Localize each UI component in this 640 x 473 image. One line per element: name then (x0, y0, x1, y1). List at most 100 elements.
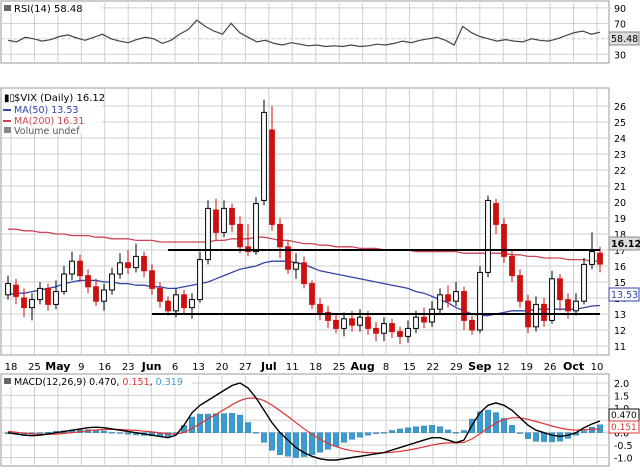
macd-histogram-bar (236, 414, 243, 433)
macd-title-macd: 0.470 (89, 377, 116, 388)
candle-body (181, 294, 187, 309)
price-tick-label: 23 (614, 150, 626, 161)
candle-body (317, 303, 323, 313)
macd-histogram-bar (244, 422, 251, 433)
candle-body (421, 316, 427, 323)
macd-histogram-bar (220, 413, 227, 433)
macd-histogram-bar (477, 411, 484, 433)
candle-body (301, 262, 307, 285)
price-tick-label: 24 (614, 134, 626, 145)
price-legend-symbol: $VIX (Daily) 16.12 (14, 93, 105, 104)
price-legend: ▮▯ $VIX (Daily) 16.12 MA(50) 13.53 MA(20… (2, 89, 105, 137)
macd-histogram-bar (445, 429, 452, 433)
macd-histogram-bar (381, 432, 388, 434)
candle-body (261, 111, 267, 201)
rsi-frame (0, 0, 610, 64)
macd-histogram-bar (204, 413, 211, 433)
macd-histogram-bar (501, 418, 508, 433)
date-tick-label: 8 (383, 362, 389, 373)
macd-title: MACD(12,26,9) 0.470, 0.151, 0.319 (14, 377, 183, 388)
macd-histogram-bar (549, 432, 556, 443)
macd-tick-label: 1.5 (614, 391, 629, 402)
macd-title-hist: 0.319 (156, 377, 183, 388)
macd-histogram-bar (517, 432, 524, 434)
price-legend-bg (2, 89, 102, 133)
candle-body (45, 287, 51, 305)
candle-body (477, 271, 483, 331)
macd-histogram-bar (533, 432, 540, 442)
macd-signal-series (7, 397, 601, 454)
macd-legend-swatch (4, 378, 11, 384)
rsi-tick-label: 70 (614, 19, 626, 30)
candle-body (469, 319, 475, 331)
macd-histogram-bar (269, 432, 276, 451)
macd-histogram-bar (301, 432, 308, 457)
candle-body (541, 303, 547, 321)
candle-body (373, 327, 379, 334)
candle-body (501, 223, 507, 257)
candle-body (221, 207, 227, 233)
rsi-tick-label: 30 (614, 50, 626, 61)
support-resistance-lines (152, 249, 600, 315)
date-tick-label: 26 (544, 362, 557, 373)
macd-tick-label: 2.0 (614, 379, 629, 390)
volume-legend-swatch (4, 127, 11, 133)
macd-tick-label: 0.0 (614, 429, 629, 440)
rsi-legend-swatch (4, 5, 11, 11)
candle-body (397, 331, 403, 337)
macd-histogram-bar (357, 432, 364, 438)
candle-body (293, 262, 299, 270)
candle-body (405, 327, 411, 337)
candle-body (413, 316, 419, 329)
price-tick-label: 15 (614, 278, 626, 289)
candle-body (77, 260, 83, 277)
candle-body (557, 278, 563, 301)
date-tick-label: Aug (350, 360, 374, 373)
candle-body (229, 207, 235, 225)
macd-line (7, 382, 601, 461)
date-tick-label: 23 (122, 362, 135, 373)
candle-body (205, 207, 211, 261)
candle-body (101, 289, 107, 302)
candle-body (213, 209, 219, 233)
price-tick-label: 11 (614, 342, 626, 353)
price-tick-label: 19 (614, 214, 626, 225)
macd-histogram-bar (325, 432, 332, 450)
price-panel: 11121314151617181920212223242526 ▮▯ $VIX… (0, 87, 640, 356)
rsi-title: RSI(14) 58.48 (14, 4, 83, 15)
candle-body (125, 262, 131, 269)
macd-histogram-bar (349, 432, 356, 440)
macd-title-prefix: MACD(12,26,9) (14, 377, 89, 388)
price-tick-label: 13 (614, 310, 626, 321)
macd-panel: -1.0-0.50.00.51.01.52.0 MACD(12,26,9) 0.… (0, 373, 640, 467)
macd-histogram-bar (317, 432, 324, 453)
price-axis-labels: 11121314151617181920212223242526 (614, 102, 626, 353)
candle-body (517, 275, 523, 302)
candle-body (461, 291, 467, 321)
date-tick-label: May (45, 360, 70, 373)
rsi-tag-text: 58.48 (611, 34, 638, 45)
candle-body (269, 129, 275, 225)
candle-body (53, 291, 59, 305)
macd-histogram-bar (277, 432, 284, 456)
macd-histogram-bar (509, 425, 516, 433)
date-tick-label: 19 (520, 362, 533, 373)
candle-body (445, 294, 451, 302)
candle-body (13, 284, 19, 297)
price-tick-label: 12 (614, 326, 626, 337)
candle-body (325, 311, 331, 321)
candle-body (285, 246, 291, 270)
macd-title-sep1: , (116, 377, 122, 388)
date-tick-label: 20 (216, 362, 229, 373)
candle-body (237, 223, 243, 248)
macd-histogram-bar (37, 432, 44, 434)
macd-tag-box-2 (608, 420, 640, 434)
candle-body (597, 252, 603, 265)
candle-body (365, 316, 371, 329)
macd-histogram-bar (397, 428, 404, 433)
price-frame (0, 87, 610, 356)
candle-body (61, 273, 67, 293)
candle-body (493, 203, 499, 225)
